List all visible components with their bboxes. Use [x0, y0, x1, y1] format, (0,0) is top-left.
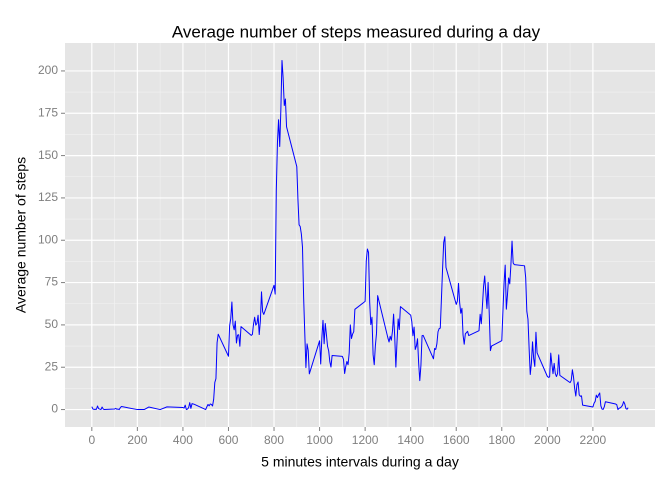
chart-title: Average number of steps measured during …: [172, 22, 541, 41]
y-tick-label: 50: [45, 317, 59, 331]
x-tick-label: 600: [218, 433, 238, 447]
y-tick-label: 75: [45, 275, 59, 289]
axes: 0 200 400 600 800 1000 1200 1400 1600 1800 2000 220…: [38, 63, 607, 447]
x-axis-label: 5 minutes intervals during a day: [261, 454, 459, 470]
x-tick-label: 1400: [397, 433, 424, 447]
x-tick-label: 400: [173, 433, 193, 447]
marks: [91, 59, 629, 411]
y-tick-label: 175: [38, 105, 58, 119]
plot-panel: [65, 43, 655, 427]
y-axis-label: Average number of steps: [13, 157, 29, 313]
y-tick-label: 25: [45, 359, 59, 373]
y-tick-label: 200: [38, 63, 58, 77]
x-tick-label: 1200: [352, 433, 379, 447]
x-tick-label: 2200: [580, 433, 607, 447]
y-tick-label: 100: [38, 232, 58, 246]
y-tick-label: 0: [51, 402, 58, 416]
x-tick-label: 200: [127, 433, 147, 447]
grid: [65, 43, 655, 427]
x-tick-label: 2000: [534, 433, 561, 447]
x-tick-label: 0: [88, 433, 95, 447]
x-tick-label: 800: [264, 433, 284, 447]
data-line: [91, 59, 629, 411]
x-tick-label: 1000: [306, 433, 333, 447]
y-tick-label: 150: [38, 148, 58, 162]
y-tick-label: 125: [38, 190, 58, 204]
x-tick-label: 1800: [488, 433, 515, 447]
x-tick-label: 1600: [443, 433, 470, 447]
